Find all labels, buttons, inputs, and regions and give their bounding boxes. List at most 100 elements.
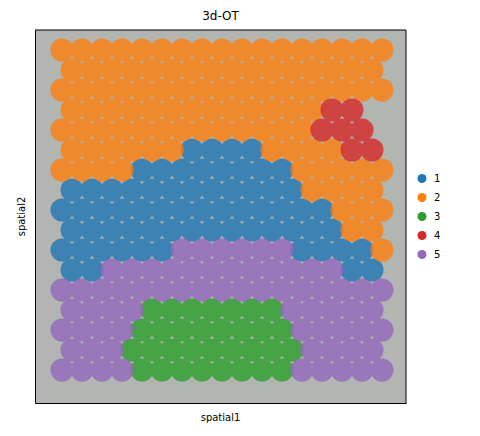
spot — [111, 319, 134, 342]
spot — [261, 179, 284, 202]
spot — [261, 59, 284, 82]
spot — [321, 339, 344, 362]
spot — [271, 39, 294, 62]
spot — [131, 199, 154, 222]
spot — [181, 139, 204, 162]
spot — [261, 259, 284, 282]
spot — [351, 279, 374, 302]
spot — [81, 299, 104, 322]
spot — [161, 139, 184, 162]
spot — [71, 279, 94, 302]
spot — [101, 299, 124, 322]
spot — [171, 159, 194, 182]
spot — [131, 359, 154, 382]
spot — [211, 159, 234, 182]
frame — [406, 30, 407, 403]
spot — [241, 59, 264, 82]
spot — [111, 119, 134, 142]
spot — [131, 239, 154, 262]
spot — [161, 99, 184, 122]
spot — [211, 279, 234, 302]
spot — [251, 119, 274, 142]
spot — [321, 139, 344, 162]
spot — [121, 219, 144, 242]
spot — [71, 359, 94, 382]
spot — [141, 99, 164, 122]
spot — [191, 39, 214, 62]
spot — [71, 239, 94, 262]
spot — [181, 299, 204, 322]
spot — [241, 179, 264, 202]
spot — [361, 179, 384, 202]
spot — [301, 339, 324, 362]
spot — [311, 119, 334, 142]
spot — [221, 59, 244, 82]
spot — [271, 279, 294, 302]
spot — [91, 359, 114, 382]
spot — [91, 199, 114, 222]
spot — [291, 319, 314, 342]
spot — [321, 59, 344, 82]
spot — [211, 239, 234, 262]
spot — [91, 119, 114, 142]
spot — [171, 359, 194, 382]
spot — [321, 219, 344, 242]
spot — [241, 139, 264, 162]
legend-marker — [418, 174, 427, 183]
spot — [161, 259, 184, 282]
spot — [271, 359, 294, 382]
spot — [341, 139, 364, 162]
spot — [121, 139, 144, 162]
spot — [371, 39, 394, 62]
spot-group — [311, 99, 384, 162]
spot — [271, 159, 294, 182]
spot — [211, 359, 234, 382]
spot — [141, 339, 164, 362]
spot — [221, 179, 244, 202]
spots — [51, 39, 394, 382]
spot — [291, 279, 314, 302]
spot — [151, 359, 174, 382]
spot — [201, 99, 224, 122]
spot — [161, 219, 184, 242]
spot — [91, 159, 114, 182]
spot — [231, 199, 254, 222]
spot — [91, 39, 114, 62]
spot — [301, 99, 324, 122]
spot — [131, 79, 154, 102]
legend-label: 3 — [434, 211, 440, 222]
spot — [111, 239, 134, 262]
spot — [111, 199, 134, 222]
spot — [251, 279, 274, 302]
spot — [301, 139, 324, 162]
spot — [341, 99, 364, 122]
spot — [101, 59, 124, 82]
spot — [151, 39, 174, 62]
spot — [271, 79, 294, 102]
spot — [101, 259, 124, 282]
spot — [111, 359, 134, 382]
spot — [331, 119, 354, 142]
spot — [231, 39, 254, 62]
spot — [151, 159, 174, 182]
spot — [311, 239, 334, 262]
spot — [281, 219, 304, 242]
spot — [351, 319, 374, 342]
spot — [101, 179, 124, 202]
spot — [201, 259, 224, 282]
chart: 3d-OTspatial1spatial212345 — [0, 0, 480, 436]
spot — [301, 59, 324, 82]
spot — [141, 299, 164, 322]
spot — [61, 179, 84, 202]
spot — [131, 119, 154, 142]
spot — [51, 359, 74, 382]
spot — [191, 159, 214, 182]
spot — [311, 39, 334, 62]
spot — [81, 99, 104, 122]
spot — [181, 339, 204, 362]
spot — [241, 339, 264, 362]
spot — [221, 219, 244, 242]
legend-label: 2 — [434, 192, 440, 203]
spot — [331, 279, 354, 302]
spot — [171, 239, 194, 262]
